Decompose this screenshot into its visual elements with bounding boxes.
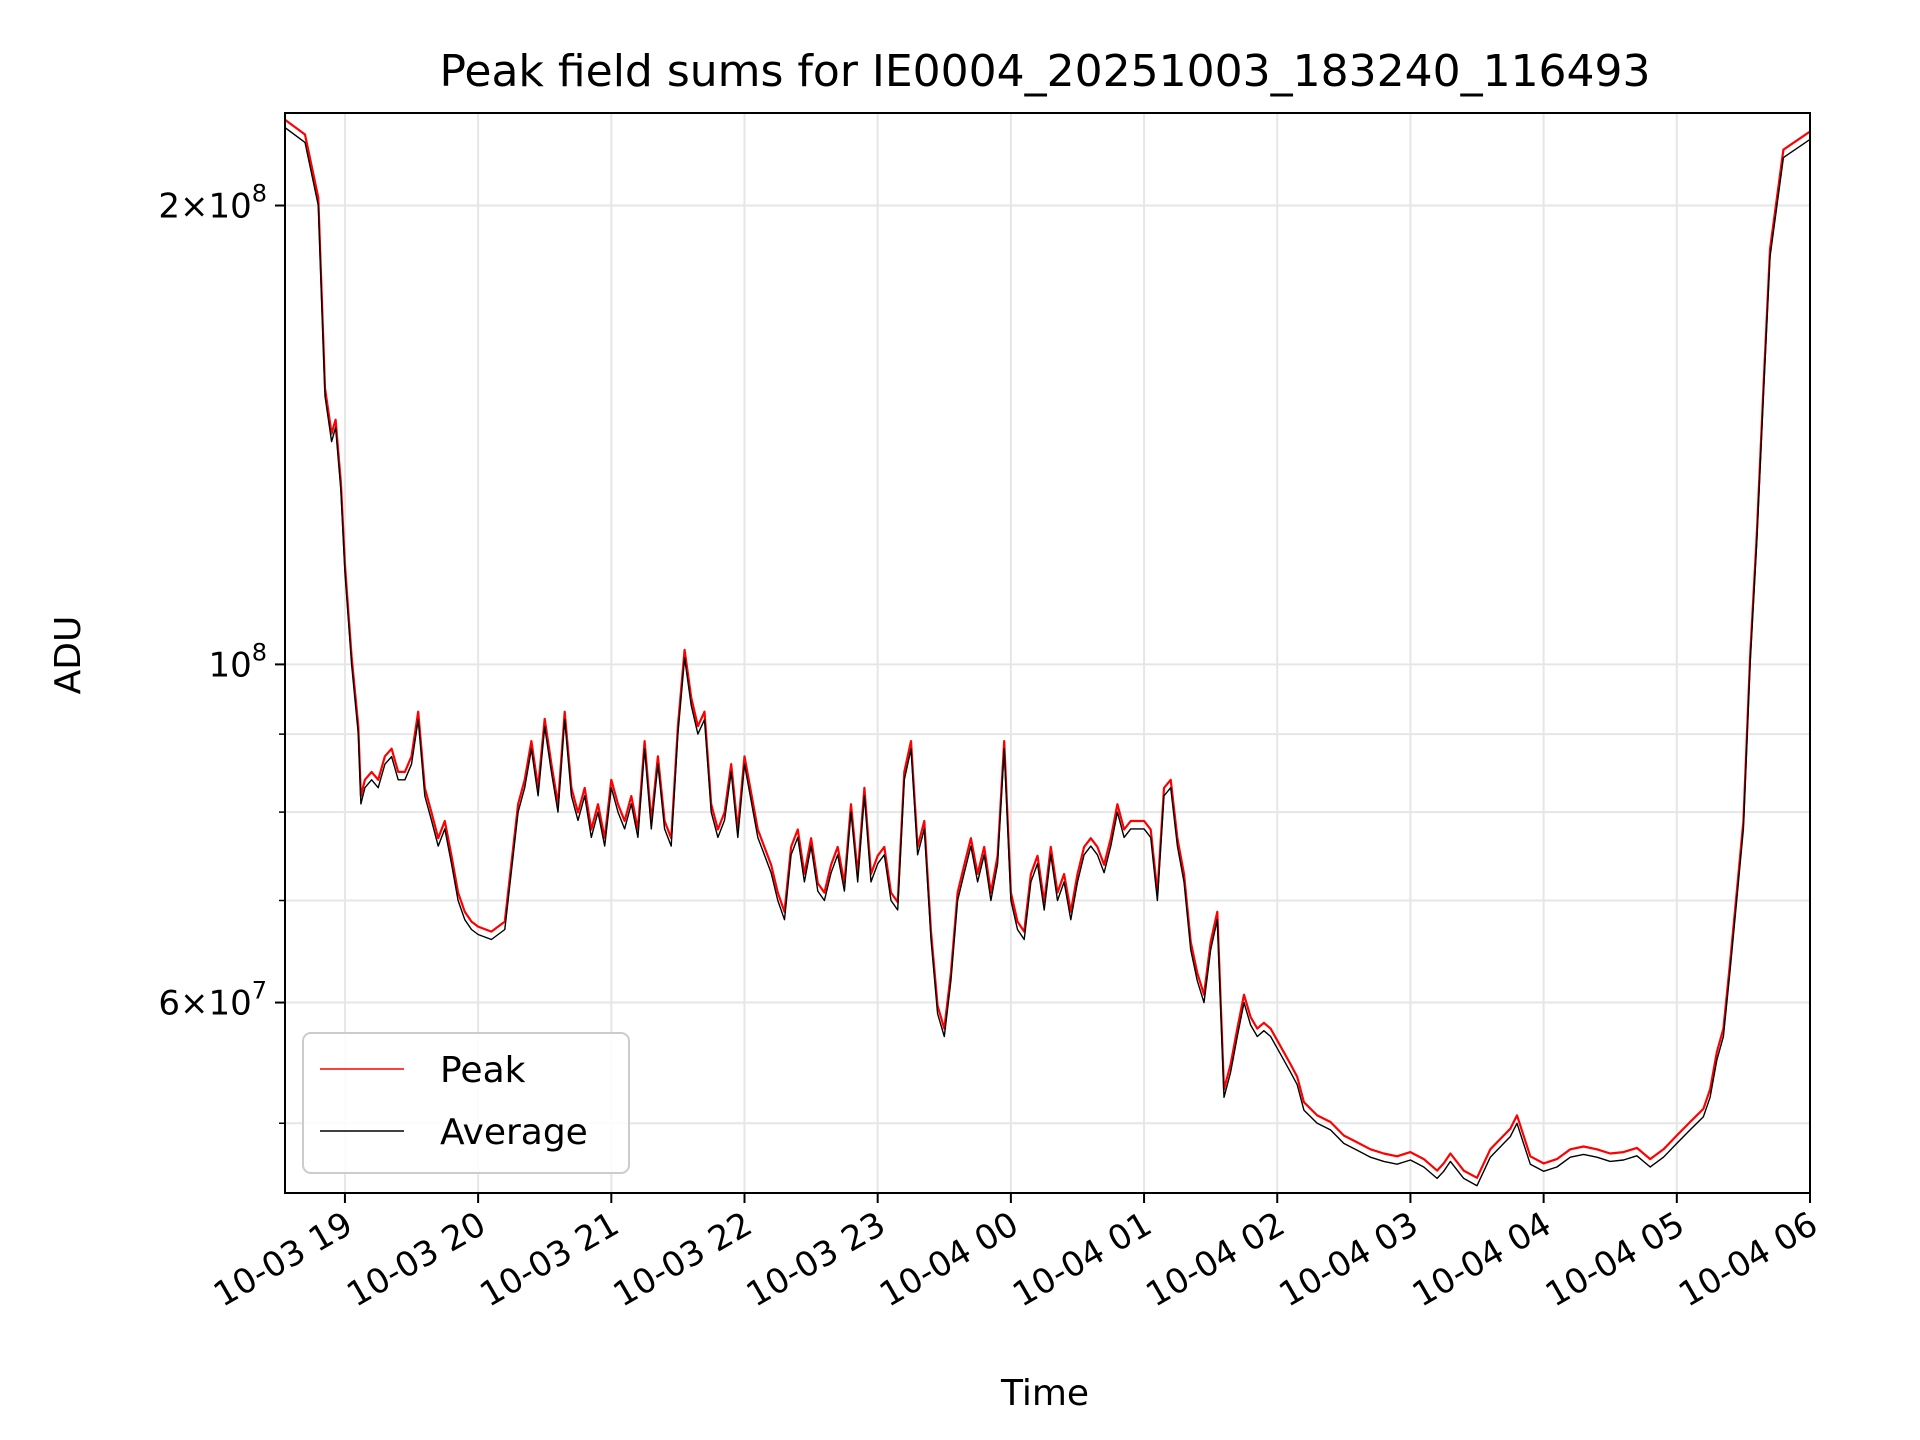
legend-peak-label: Peak (440, 1050, 526, 1091)
series-peak-line (285, 118, 1810, 1179)
y-tick-label: 2×108 (158, 180, 267, 227)
legend: Peak Average (302, 1032, 630, 1174)
plot-frame (284, 112, 1811, 1194)
series-layer (285, 118, 1810, 1187)
legend-box (302, 1032, 630, 1174)
y-axis-label: ADU (48, 616, 89, 695)
x-axis-label: Time (1000, 1373, 1089, 1414)
chart-title: Peak field sums for IE0004_20251003_1832… (439, 46, 1650, 97)
legend-average-label: Average (440, 1112, 588, 1153)
y-tick-label: 6×107 (158, 977, 267, 1024)
y-tick-label: 108 (208, 638, 267, 685)
y-axis: 108 6×107 2×108 (158, 180, 285, 1125)
series-average-line (285, 127, 1810, 1187)
